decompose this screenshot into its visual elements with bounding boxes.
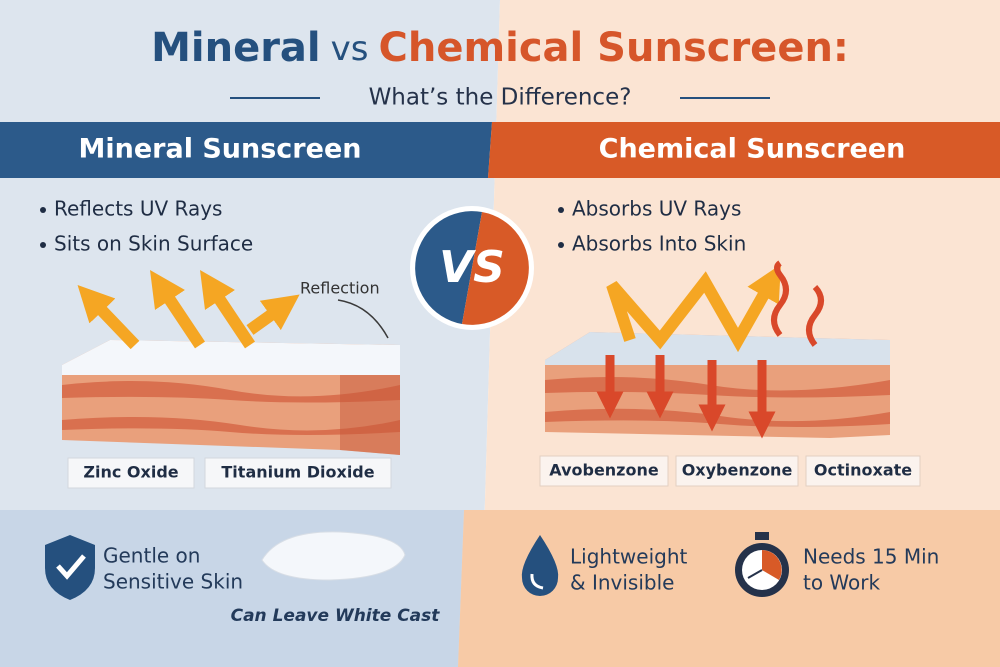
chemical-bullet: Absorbs Into Skin (572, 232, 746, 256)
drop-icon (521, 535, 559, 596)
ingredient: Titanium Dioxide (221, 463, 374, 482)
reflect-arrows (77, 270, 300, 350)
white-cast (261, 531, 406, 581)
title-part: vs (331, 29, 369, 69)
title: Mineral vs Chemical Sunscreen: (151, 25, 849, 71)
bullet (558, 207, 564, 213)
title-part: Chemical Sunscreen: (378, 25, 848, 71)
feature: Gentle on (103, 544, 200, 568)
chemical-bullet: Absorbs UV Rays (572, 197, 741, 221)
pointer (337, 299, 389, 339)
tag (805, 455, 921, 487)
ingredient: Avobenzone (549, 461, 659, 480)
check (56, 554, 86, 580)
absorb-arrows (596, 355, 776, 439)
chemical-skin (545, 332, 890, 438)
shield-icon (45, 535, 95, 600)
bullet (40, 242, 46, 248)
title-part: Mineral (151, 25, 321, 71)
badge-right (462, 212, 529, 325)
tag (67, 457, 195, 489)
ingredient: Zinc Oxide (83, 463, 178, 482)
chemical-band (488, 122, 1000, 178)
heat (771, 260, 789, 337)
feature: Can Leave White Cast (231, 606, 441, 626)
feature: to Work (803, 571, 880, 595)
feature: Needs 15 Min (803, 545, 939, 569)
right-footer (458, 510, 1000, 667)
badge-left (415, 211, 482, 324)
heat (806, 284, 824, 347)
tag (204, 457, 392, 489)
bullet (40, 207, 46, 213)
bullet (558, 242, 564, 248)
tag (675, 455, 799, 487)
stopwatch-icon (735, 532, 789, 597)
feature: & Invisible (570, 571, 674, 595)
ingredient: Octinoxate (814, 461, 912, 480)
ingredient: Oxybenzone (682, 461, 793, 480)
feature: Lightweight (570, 545, 688, 569)
drop-shine (530, 573, 544, 590)
mineral-skin (62, 340, 400, 455)
mineral-bullet: Reflects UV Rays (54, 197, 222, 221)
mineral-band (0, 122, 492, 178)
mineral-heading: Mineral Sunscreen (79, 134, 362, 165)
uv-path (606, 264, 781, 353)
subtitle: What’s the Difference? (369, 85, 632, 111)
feature: Sensitive Skin (103, 570, 243, 594)
mineral-bullet: Sits on Skin Surface (54, 232, 253, 256)
chemical-heading: Chemical Sunscreen (599, 134, 906, 165)
badge-text: VS (439, 242, 505, 293)
annotation: Reflection (300, 279, 380, 298)
tag (539, 455, 669, 487)
